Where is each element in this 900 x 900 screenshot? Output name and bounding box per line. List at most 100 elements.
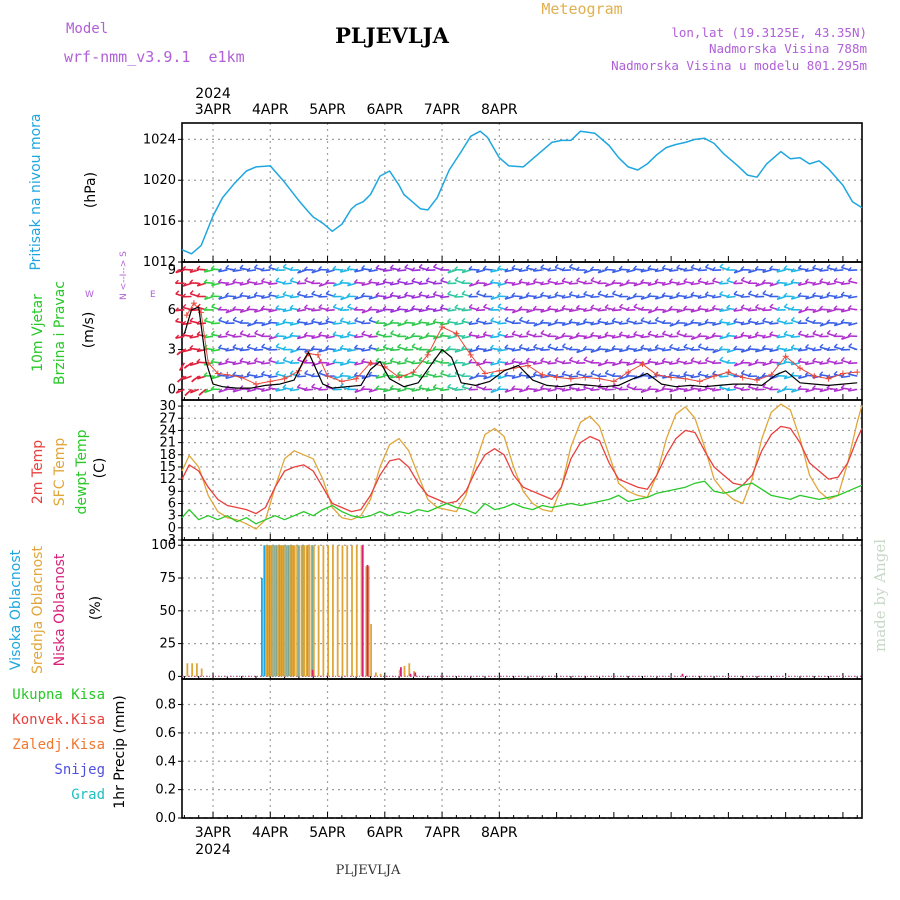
- wind-arrow: [783, 282, 794, 287]
- wind-arrow-head: [368, 388, 373, 393]
- wind-arrow: [175, 269, 185, 274]
- wind-arrow: [433, 375, 443, 378]
- wind-arrow-head: [776, 279, 781, 284]
- wind-arrow-head: [368, 278, 373, 283]
- wind-arrow-head: [526, 330, 531, 335]
- wind-arrow: [175, 308, 185, 312]
- wind-arrow-head: [769, 265, 774, 270]
- wind-arrow-head: [175, 334, 180, 339]
- wind-arrow-head: [640, 317, 645, 322]
- wind-arrow: [769, 268, 779, 271]
- wind-ytick-label: 0: [168, 382, 176, 397]
- wind-arrow-head: [582, 280, 587, 285]
- model-elevation-label: Nadmorska Visina u modelu 801.295m: [611, 58, 867, 73]
- wind-arrow: [204, 347, 214, 351]
- wind-arrow-head: [604, 386, 609, 391]
- wind-arrow-head: [389, 319, 394, 324]
- wind-arrow: [826, 308, 836, 313]
- wind-arrow: [576, 322, 586, 326]
- wind-arrow-head: [332, 331, 337, 336]
- wind-arrow: [354, 362, 364, 366]
- wind-arrow: [375, 267, 385, 271]
- wind-arrow: [683, 388, 693, 393]
- wind-arrow-head: [296, 373, 301, 378]
- wind-arrow-head: [726, 304, 731, 309]
- wind-arrow-head: [217, 278, 222, 283]
- wind-arrow-head: [447, 290, 452, 295]
- wind-arrow: [411, 269, 421, 272]
- wind-arrow-head: [332, 265, 337, 270]
- wind-arrow: [676, 375, 686, 379]
- wind-arrow-head: [719, 335, 724, 340]
- wind-arrow: [325, 308, 335, 312]
- wind-arrow-head: [253, 281, 258, 286]
- wind-arrow: [740, 388, 750, 391]
- wind-dir-east: E: [150, 290, 156, 300]
- wind-arrow: [819, 388, 829, 393]
- wind-arrow-head: [439, 293, 444, 298]
- wind-arrow-head: [210, 347, 215, 352]
- wind-arrow-head: [833, 322, 838, 327]
- wind-arrow-head: [719, 307, 724, 312]
- wind-arrow: [182, 268, 192, 271]
- wind-arrow: [196, 361, 206, 364]
- wind-arrow-head: [733, 362, 738, 367]
- wind-arrow: [783, 375, 794, 380]
- wind-arrow-head: [318, 331, 323, 336]
- wind-arrow: [218, 295, 228, 300]
- wind-arrow: [662, 282, 672, 286]
- wind-arrow: [354, 281, 364, 285]
- wind-arrow: [261, 295, 271, 300]
- wind-arrow-head: [675, 346, 680, 351]
- wind-arrow: [197, 282, 207, 287]
- wind-arrow-head: [325, 290, 330, 295]
- wind-arrow: [318, 348, 328, 353]
- wind-arrow-head: [618, 348, 623, 353]
- footer-station: PLJEVLJA: [336, 863, 401, 878]
- wind-arrow: [282, 308, 292, 313]
- wind-arrow-head: [361, 265, 366, 270]
- wind-arrow-head: [225, 330, 230, 335]
- wind-arrow-head: [504, 388, 509, 393]
- wind-arrow: [790, 269, 801, 273]
- wind-arrow: [619, 333, 629, 338]
- wind-arrow-head: [747, 345, 752, 350]
- wind-speed-point: [854, 369, 861, 376]
- wind-arrow-head: [218, 316, 223, 321]
- wind-speed-point: [625, 369, 632, 376]
- wind-arrow: [626, 362, 636, 366]
- wind-arrow-head: [733, 318, 738, 323]
- wind-arrow: [569, 293, 579, 298]
- wind-arrow: [819, 362, 829, 365]
- wind-arrow: [375, 387, 385, 391]
- wind-speed-point: [653, 371, 660, 378]
- wind-arrow: [654, 362, 665, 366]
- wind-speed-point: [811, 373, 818, 380]
- wind-arrow: [848, 345, 858, 351]
- wind-arrow: [354, 269, 364, 273]
- wind-arrow-head: [225, 357, 230, 362]
- wind-arrow-head: [403, 319, 408, 324]
- wind-arrow: [755, 322, 765, 326]
- wind-arrow-head: [382, 278, 387, 283]
- wind-arrow-head: [761, 372, 766, 377]
- wind-arrow-head: [311, 383, 316, 388]
- wind-arrow-head: [267, 346, 272, 351]
- wind-title-1: 10m Vjetar: [30, 294, 46, 372]
- wind-speed-point: [682, 375, 689, 382]
- wind-arrow: [833, 308, 843, 311]
- wind-arrow-head: [554, 263, 559, 268]
- wind-arrow: [504, 362, 514, 366]
- wind-arrow-head: [239, 281, 244, 286]
- wind-arrow: [461, 269, 471, 274]
- wind-arrow-head: [353, 333, 358, 338]
- wind-arrow: [812, 267, 822, 271]
- wind-arrow: [254, 348, 264, 352]
- wind-arrow: [561, 362, 571, 365]
- wind-arrow-head: [218, 361, 223, 366]
- wind-arrow-head: [396, 294, 401, 299]
- wind-arrow: [268, 387, 278, 391]
- wind-arrow-head: [812, 264, 817, 269]
- wind-arrow-head: [740, 359, 745, 364]
- wind-arrow-head: [762, 317, 767, 322]
